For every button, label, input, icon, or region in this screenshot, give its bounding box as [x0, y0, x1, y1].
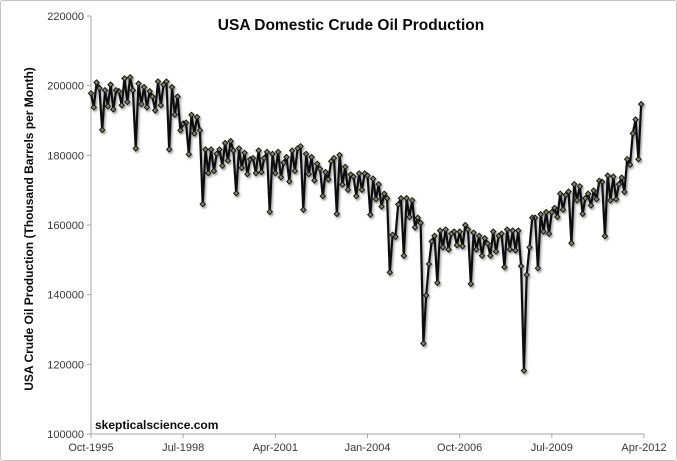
data-series-line	[89, 76, 643, 372]
x-tick-label: Jan-2004	[345, 442, 391, 454]
x-tick-label: Jul-2009	[531, 442, 573, 454]
chart-title: USA Domestic Crude Oil Production	[218, 17, 484, 34]
watermark-text: skepticalscience.com	[95, 418, 218, 432]
x-tick-label: Oct-1995	[68, 442, 113, 454]
data-series	[87, 73, 645, 374]
axes	[87, 15, 645, 438]
x-tick-label: Oct-2006	[437, 442, 482, 454]
data-series-markers	[87, 73, 645, 374]
y-tick-label: 140000	[47, 290, 84, 302]
y-axis-title: USA Crude Oil Production (Thousand Barre…	[22, 67, 36, 391]
x-tick-label: Apr-2001	[253, 442, 298, 454]
tick-labels: 220000 200000 180000 160000 140000 120000 1000…	[47, 11, 666, 454]
x-tick-label: Jul-1998	[162, 442, 204, 454]
y-tick-label: 120000	[47, 359, 84, 371]
y-tick-label: 100000	[47, 429, 84, 441]
x-tick-label: Apr-2012	[621, 442, 666, 454]
y-tick-label: 160000	[47, 220, 84, 232]
y-tick-label: 180000	[47, 150, 84, 162]
y-tick-label: 220000	[47, 11, 84, 23]
y-tick-label: 200000	[47, 81, 84, 93]
